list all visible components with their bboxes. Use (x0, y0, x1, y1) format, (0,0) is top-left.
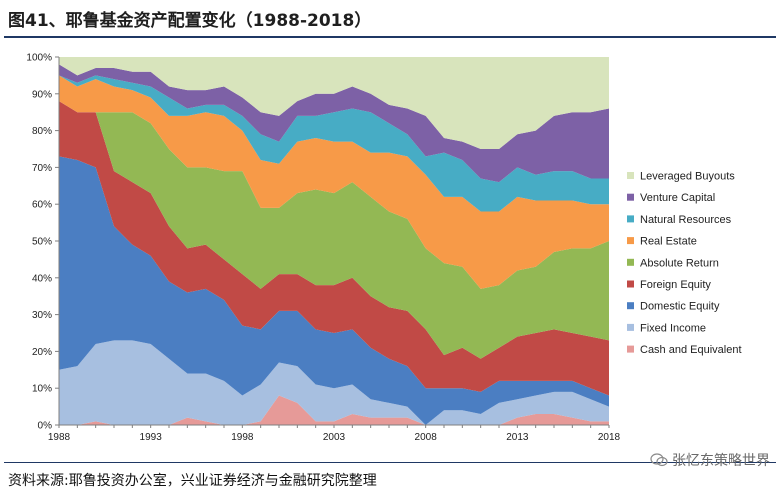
legend-swatch-cash-and-equivalent (627, 345, 634, 353)
legend-swatch-fixed-income (627, 323, 634, 331)
legend: Leveraged Buyouts Venture Capital Natural … (627, 171, 742, 356)
legend-label-natural-resources: Natural Resources (640, 214, 732, 226)
legend-label-absolute-return: Absolute Return (640, 257, 719, 269)
legend-swatch-absolute-return (627, 258, 634, 266)
legend-swatch-real-estate (627, 237, 634, 245)
x-tick-label: 1988 (48, 432, 71, 443)
legend-label-cash-and-equivalent: Cash and Equivalent (640, 344, 742, 356)
legend-label-real-estate: Real Estate (640, 236, 697, 248)
wechat-icon (650, 453, 668, 467)
figure-title: 图41、耶鲁基金资产配置变化（1988-2018） (8, 11, 372, 31)
y-tick-label: 60% (32, 200, 52, 211)
legend-label-fixed-income: Fixed Income (640, 322, 706, 334)
y-tick-label: 90% (32, 89, 52, 100)
area-domestic-equity (59, 156, 609, 426)
area-natural-resources (59, 75, 609, 212)
legend-swatch-natural-resources (627, 215, 634, 223)
legend-swatch-domestic-equity (627, 302, 634, 310)
legend-label-leveraged-buyouts: Leveraged Buyouts (640, 171, 735, 183)
y-tick-label: 20% (32, 347, 52, 358)
legend-label-venture-capital: Venture Capital (640, 192, 715, 204)
area-leveraged-buyouts (59, 57, 609, 149)
y-tick-label: 10% (32, 384, 52, 395)
area-venture-capital (59, 64, 609, 183)
x-tick-label: 2008 (415, 432, 438, 443)
area-absolute-return (59, 101, 609, 359)
x-tick-label: 2003 (323, 432, 346, 443)
title-rule (4, 36, 776, 38)
stacked-area-chart: 0%10%20%30%40%50%60%70%80%90%100% 1988 19… (26, 53, 742, 444)
area-real-estate (59, 75, 609, 289)
x-tick-label: 2018 (598, 432, 621, 443)
watermark: 张忆东策略世界 (650, 450, 770, 470)
legend-swatch-foreign-equity (627, 280, 634, 288)
y-axis: 0% 10% 20% 30% 40% 50% 60% 70% 80% 90% 100% (26, 53, 60, 432)
y-tick-label: 80% (32, 126, 52, 137)
x-tick-label: 1993 (140, 432, 163, 443)
x-tick-label: 2013 (506, 432, 529, 443)
source-note: 资料来源:耶鲁投资办公室，兴业证券经济与金融研究院整理 (8, 473, 377, 489)
area-foreign-equity (59, 101, 609, 396)
x-tick-label: 1998 (231, 432, 254, 443)
watermark-text: 张忆东策略世界 (672, 453, 770, 469)
legend-swatch-leveraged-buyouts (627, 172, 634, 179)
y-tick-label: 40% (32, 273, 52, 284)
area-fixed-income (59, 340, 609, 425)
x-axis: 1988 1993 1998 2003 2008 2013 2018 (48, 424, 621, 443)
y-tick-label: 0% (38, 421, 53, 432)
legend-label-domestic-equity: Domestic Equity (640, 301, 720, 313)
legend-swatch-venture-capital (627, 193, 634, 201)
y-tick-label: 50% (32, 237, 52, 248)
legend-label-foreign-equity: Foreign Equity (640, 279, 711, 291)
y-tick-label: 30% (32, 310, 52, 321)
footer-rule (4, 462, 776, 463)
y-tick-label: 100% (26, 53, 52, 64)
y-tick-label: 70% (32, 163, 52, 174)
area-cash-and-equivalent (59, 395, 609, 425)
plot-area (59, 57, 609, 426)
